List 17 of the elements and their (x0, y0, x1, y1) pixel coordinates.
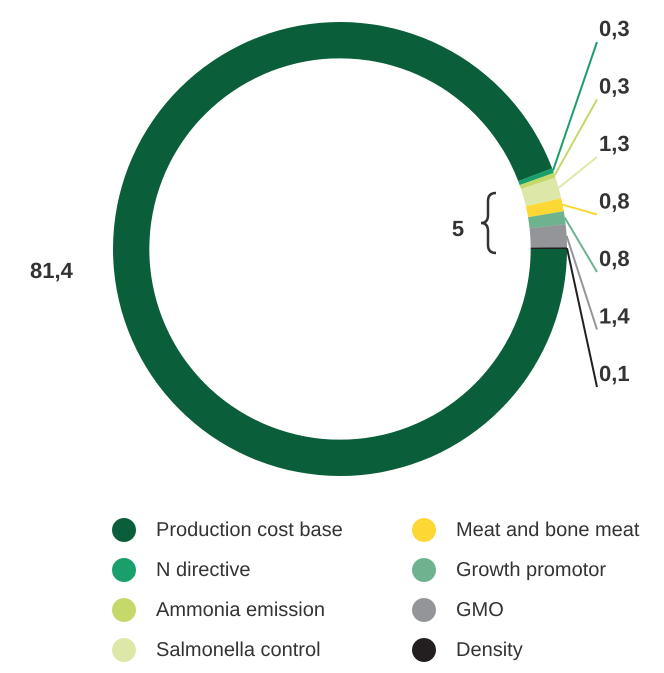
legend-label: GMO (455, 598, 505, 622)
data-label: 0,1 (599, 361, 630, 386)
data-label: 0,8 (599, 188, 630, 214)
data-label: 0,3 (599, 74, 630, 99)
legend-label: Production cost base (155, 518, 344, 542)
legend-label: N directive (155, 558, 252, 582)
data-label: 81,4 (30, 258, 74, 284)
data-label: 0,8 (599, 246, 630, 272)
data-label: 1,4 (599, 304, 630, 329)
legend-label: Growth promotor (455, 558, 608, 582)
legend-label: Ammonia emission (155, 598, 326, 622)
legend-label: Salmonella control (155, 638, 322, 662)
data-label: 0,3 (599, 16, 630, 42)
legend-label: Meat and bone meat (455, 518, 640, 542)
text: 5 (452, 216, 464, 242)
data-label: 1,3 (599, 131, 630, 156)
legend-label: Density (455, 638, 524, 662)
